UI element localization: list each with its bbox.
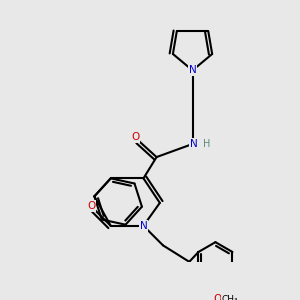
Text: CH₃: CH₃ <box>222 295 238 300</box>
Text: H: H <box>202 139 210 149</box>
Text: N: N <box>140 221 147 231</box>
Text: N: N <box>190 139 198 149</box>
Text: O: O <box>87 201 95 211</box>
Text: O: O <box>131 132 140 142</box>
Text: O: O <box>214 294 222 300</box>
Text: N: N <box>189 65 196 75</box>
